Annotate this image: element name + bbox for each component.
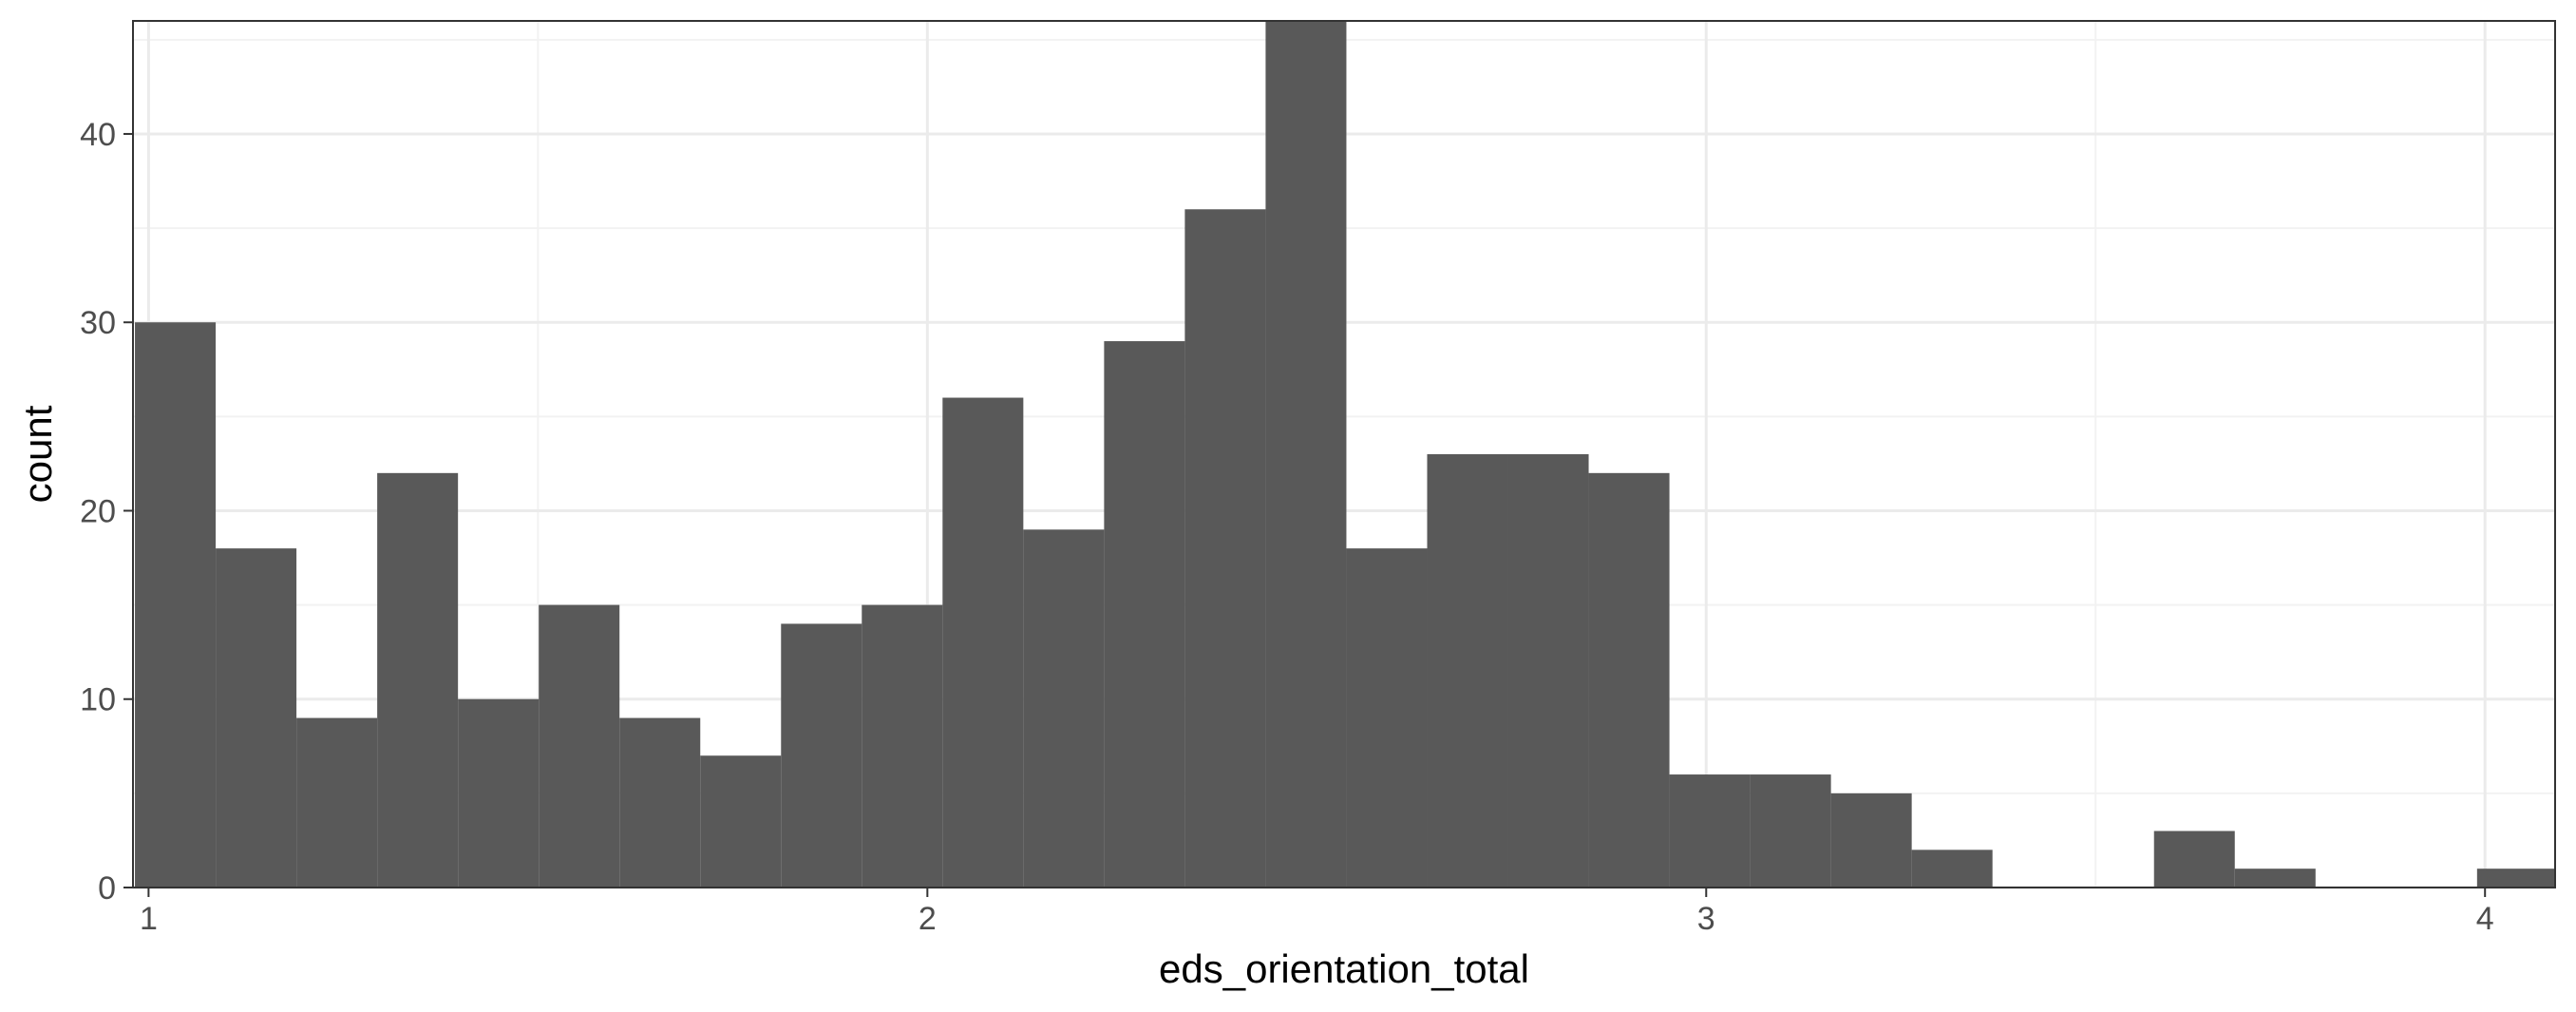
y-tick-label: 10 bbox=[80, 682, 116, 718]
histogram-bar bbox=[539, 604, 620, 888]
histogram-bar bbox=[1507, 454, 1589, 888]
y-axis-ticks: 0 10 20 30 40 bbox=[80, 117, 133, 907]
histogram-bar bbox=[1184, 209, 1266, 888]
histogram-bar bbox=[1588, 472, 1670, 888]
histogram-bar bbox=[296, 717, 378, 888]
histogram-bar bbox=[781, 623, 862, 888]
y-axis-title: count bbox=[15, 405, 60, 503]
histogram-bar bbox=[2234, 869, 2316, 888]
histogram-bar bbox=[458, 698, 540, 888]
histogram-bar bbox=[1750, 774, 1831, 888]
histogram-bar bbox=[1911, 850, 1993, 888]
histogram-bar bbox=[135, 322, 217, 888]
x-tick-label: 1 bbox=[140, 901, 158, 937]
x-tick-label: 2 bbox=[919, 901, 937, 937]
histogram-bar bbox=[1265, 21, 1347, 888]
histogram-bar bbox=[942, 397, 1024, 888]
histogram-bar bbox=[1669, 774, 1751, 888]
histogram-bar bbox=[1346, 548, 1428, 888]
histogram-bar bbox=[1023, 529, 1105, 888]
histogram-bar bbox=[700, 755, 782, 888]
y-tick-label: 30 bbox=[80, 305, 116, 341]
histogram-bar bbox=[2476, 869, 2555, 888]
histogram-bar bbox=[619, 717, 701, 888]
histogram-bar bbox=[1427, 454, 1508, 888]
y-tick-label: 20 bbox=[80, 493, 116, 529]
histogram-bar bbox=[216, 548, 297, 888]
y-tick-label: 0 bbox=[98, 870, 116, 907]
y-tick-label: 40 bbox=[80, 117, 116, 153]
x-axis-title: eds_orientation_total bbox=[1159, 946, 1529, 991]
histogram-bar bbox=[1104, 341, 1185, 888]
histogram-bars bbox=[135, 21, 2555, 888]
x-tick-label: 3 bbox=[1697, 901, 1715, 937]
histogram-bar bbox=[1830, 792, 1912, 888]
histogram-bar bbox=[377, 472, 459, 888]
histogram-bar bbox=[862, 604, 943, 888]
histogram-bar bbox=[2153, 831, 2235, 888]
x-tick-label: 4 bbox=[2476, 901, 2494, 937]
x-axis-ticks: 1 2 3 4 bbox=[140, 888, 2494, 937]
panel-border bbox=[132, 20, 2556, 888]
